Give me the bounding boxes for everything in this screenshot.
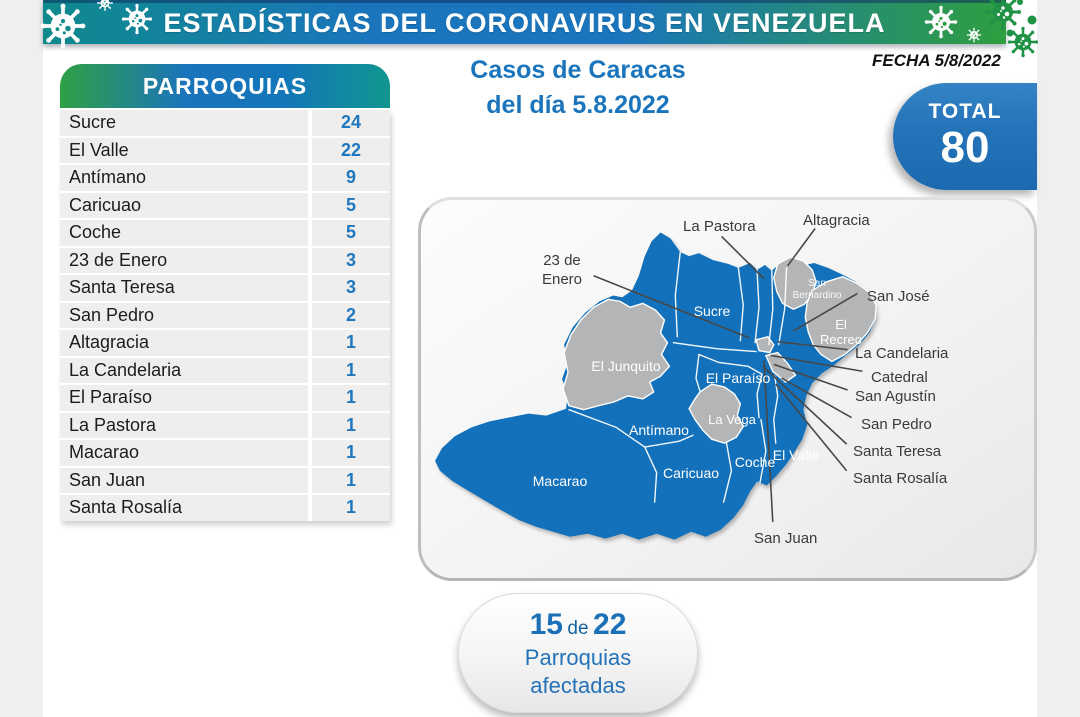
map-callout-la-pastora: La Pastora <box>683 218 756 235</box>
parish-cases: 5 <box>312 220 390 246</box>
map-affected-area <box>435 232 877 540</box>
parish-name: Caricuao <box>60 192 308 218</box>
map-callout-santa-rosalia: Santa Rosalía <box>853 470 948 487</box>
parish-cases: 2 <box>312 302 390 328</box>
table-row: Macarao 1 <box>60 440 390 466</box>
main-title: Casos de Caracas del día 5.8.2022 <box>428 53 728 122</box>
parish-name: San Pedro <box>60 302 308 328</box>
parish-cases: 3 <box>312 247 390 273</box>
map-callout-altagracia: Altagracia <box>803 212 870 229</box>
table-row: Altagracia 1 <box>60 330 390 356</box>
map-callout-san-pedro: San Pedro <box>861 416 932 433</box>
parish-name: Antímano <box>60 165 308 191</box>
parish-name: Sucre <box>60 110 308 136</box>
total-badge: TOTAL 80 <box>893 83 1037 190</box>
caracas-map-panel: La Pastora Altagracia 23 de Enero San Jo… <box>418 197 1037 581</box>
map-callout-santa-teresa: Santa Teresa <box>853 443 942 460</box>
parroquias-table-header: PARROQUIAS <box>60 64 390 108</box>
parish-cases: 1 <box>312 357 390 383</box>
map-label-la-vega: La Vega <box>708 412 756 427</box>
parish-name: La Candelaria <box>60 357 308 383</box>
parish-cases: 1 <box>312 330 390 356</box>
parish-cases: 1 <box>312 412 390 438</box>
map-label-san-bernardino: San Bernardino <box>792 278 842 301</box>
parish-name: San Juan <box>60 467 308 493</box>
parish-name: 23 de Enero <box>60 247 308 273</box>
table-row: Coche 5 <box>60 220 390 246</box>
parish-cases: 9 <box>312 165 390 191</box>
map-callout-san-juan: San Juan <box>754 530 818 547</box>
parish-cases: 24 <box>312 110 390 136</box>
parish-name: Macarao <box>60 440 308 466</box>
table-row: Santa Rosalía 1 <box>60 495 390 521</box>
summary-badge: 15 de 22 Parroquias afectadas <box>458 593 698 713</box>
map-callout-san-agustin: San Agustín <box>855 388 936 405</box>
table-row: Antímano 9 <box>60 165 390 191</box>
parish-cases: 3 <box>312 275 390 301</box>
table-row: El Paraíso 1 <box>60 385 390 411</box>
table-row: San Pedro 2 <box>60 302 390 328</box>
left-margin-band <box>0 0 43 717</box>
map-callout-23-de-enero: 23 de Enero <box>541 252 583 288</box>
parroquias-table: PARROQUIAS Sucre 24 El Valle 22 Antímano 9 … <box>60 64 390 523</box>
table-row: El Valle 22 <box>60 137 390 163</box>
table-row: Sucre 24 <box>60 110 390 136</box>
map-region-el-junquito <box>562 298 671 411</box>
map-label-macarao: Macarao <box>532 473 588 489</box>
parish-cases: 1 <box>312 467 390 493</box>
total-parishes-count: 22 <box>593 607 627 641</box>
table-row: Santa Teresa 3 <box>60 275 390 301</box>
summary-counts: 15 de 22 <box>530 606 627 644</box>
map-region-la-vega <box>688 383 745 444</box>
table-row: San Juan 1 <box>60 467 390 493</box>
table-row: La Pastora 1 <box>60 412 390 438</box>
parish-cases: 5 <box>312 192 390 218</box>
main-title-line1: Casos de Caracas <box>470 56 686 84</box>
parish-name: Santa Teresa <box>60 275 308 301</box>
map-label-coche: Coche <box>734 454 776 470</box>
parish-name: Altagracia <box>60 330 308 356</box>
map-label-el-paraiso: El Paraíso <box>705 370 771 386</box>
map-callout-la-candelaria: La Candelaria <box>855 345 949 362</box>
parish-name: El Valle <box>60 137 308 163</box>
map-label-el-junquito: El Junquito <box>591 358 661 374</box>
right-margin-band <box>1037 0 1080 717</box>
total-label: TOTAL <box>928 100 1002 124</box>
parish-cases: 1 <box>312 385 390 411</box>
total-value: 80 <box>940 123 990 173</box>
parish-name: La Pastora <box>60 412 308 438</box>
summary-separator: de <box>567 617 589 639</box>
parish-cases: 22 <box>312 137 390 163</box>
table-row: La Candelaria 1 <box>60 357 390 383</box>
header-banner: ESTADÍSTICAS DEL CORONAVIRUS EN VENEZUEL… <box>43 0 1006 44</box>
table-row: Caricuao 5 <box>60 192 390 218</box>
parish-name: Coche <box>60 220 308 246</box>
map-label-antimano: Antímano <box>629 422 689 438</box>
caracas-map <box>435 228 877 540</box>
table-row: 23 de Enero 3 <box>60 247 390 273</box>
date-label: FECHA 5/8/2022 <box>872 51 1001 70</box>
map-region-el-recreo <box>804 276 877 363</box>
parish-cases: 1 <box>312 495 390 521</box>
parish-name: El Paraíso <box>60 385 308 411</box>
summary-line2: Parroquias <box>524 645 632 671</box>
map-label-el-valle: El Valle <box>772 447 820 463</box>
parroquias-table-body: Sucre 24 El Valle 22 Antímano 9 Caricuao 5 C… <box>60 110 390 521</box>
parish-cases: 1 <box>312 440 390 466</box>
map-label-caricuao: Caricuao <box>662 465 720 481</box>
map-callout-catedral: Catedral <box>871 369 928 386</box>
summary-line3: afectadas <box>530 673 626 699</box>
parish-name: Santa Rosalía <box>60 495 308 521</box>
affected-count: 15 <box>529 607 563 641</box>
map-callout-san-jose: San José <box>867 288 930 305</box>
page-title: ESTADÍSTICAS DEL CORONAVIRUS EN VENEZUEL… <box>163 8 886 38</box>
map-label-el-recreo: El Recreo <box>820 317 862 347</box>
map-label-sucre: Sucre <box>693 303 731 319</box>
main-title-line2: del día 5.8.2022 <box>486 90 670 119</box>
